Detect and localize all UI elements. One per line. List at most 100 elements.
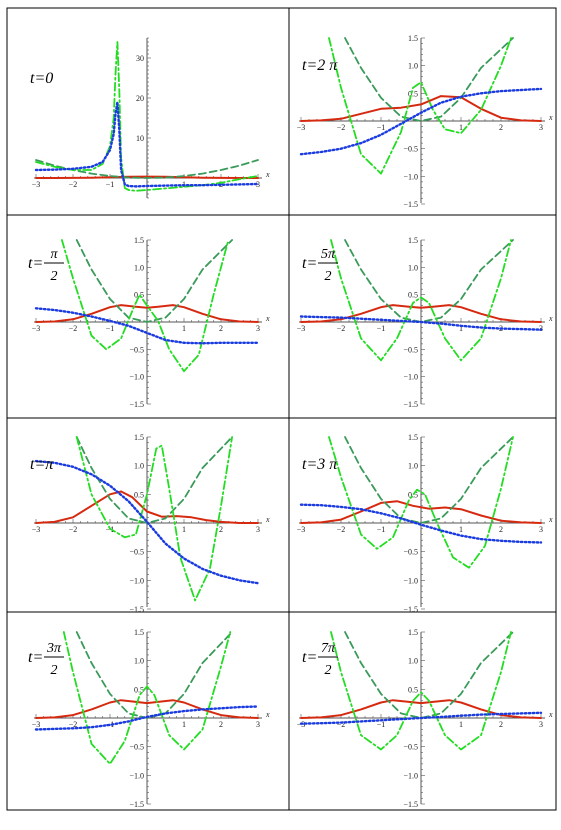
- x-tick-label: −1: [106, 324, 115, 333]
- series-line: [344, 239, 514, 323]
- table-border: [6, 7, 557, 811]
- y-tick-label: −1.5: [403, 400, 418, 409]
- x-tick-label: −3: [297, 123, 306, 132]
- x-tick-label: 1: [182, 324, 186, 333]
- x-axis-label: x: [265, 170, 270, 179]
- y-tick-label: −1.0: [403, 771, 418, 780]
- y-tick-label: 1.5: [408, 236, 418, 245]
- series-line: [75, 239, 234, 323]
- x-tick-label: 2: [219, 324, 223, 333]
- y-tick-label: 0.5: [408, 490, 418, 499]
- y-tick-label: 1.5: [408, 628, 418, 637]
- x-tick-label: −3: [32, 720, 41, 729]
- panel: −3 −2 −1 1 2 3x−1.5−1.0−0.50.51.01.5t=π: [30, 433, 270, 614]
- series-line: [344, 436, 514, 524]
- y-tick-label: 1.5: [134, 236, 144, 245]
- y-tick-label: −0.5: [403, 743, 418, 752]
- time-label: t=0: [30, 70, 53, 87]
- curves: [299, 239, 543, 362]
- y-tick-label: −1.0: [129, 373, 144, 382]
- series-line: [35, 699, 259, 719]
- panel: −3 −2 −1 1 2 3x −1.5 −1.0 −0.5 0.5 1.0 1.5 t= π 2: [28, 236, 270, 409]
- curves: [34, 41, 260, 192]
- y-tick-label: 0.5: [134, 490, 144, 499]
- y-tick-label: −1.0: [129, 771, 144, 780]
- x-tick-label: −3: [32, 180, 41, 189]
- series-line: [300, 95, 542, 122]
- y-tick-label: 1.0: [134, 263, 144, 272]
- series-line: [299, 315, 543, 331]
- y-tick-label: 1.5: [134, 628, 144, 637]
- x-tick-label: −2: [337, 525, 346, 534]
- x-axis-label: x: [265, 710, 270, 719]
- x-tick-label: −3: [32, 324, 41, 333]
- y-tick-label: 0.5: [408, 291, 418, 300]
- x-tick-label: 2: [499, 123, 503, 132]
- fraction-numerator: 7π: [321, 641, 336, 656]
- y-tick-label: 0.5: [408, 89, 418, 98]
- y-tick-label: 1.0: [134, 657, 144, 666]
- x-tick-label: −2: [69, 525, 78, 534]
- x-tick-label: −1: [106, 180, 115, 189]
- y-tick-label: 1.0: [408, 657, 418, 666]
- time-label: t=: [28, 255, 43, 272]
- x-tick-label: 1: [459, 525, 463, 534]
- x-tick-label: −3: [297, 324, 306, 333]
- panel: −3 −2 −1 1 2 3x−1.5−1.0−0.50.51.01.5t=3π2: [28, 628, 270, 809]
- fraction-numerator: π: [50, 247, 58, 262]
- panel: −3 −2 −1 1 2 3x −1.5 −1.0 −0.5 0.5 1.0 1.5 t=3 π: [297, 433, 553, 614]
- x-axis-label: x: [265, 515, 270, 524]
- fraction-numerator: 5π: [321, 247, 336, 262]
- series-line: [35, 490, 259, 524]
- x-tick-label: 3: [256, 525, 260, 534]
- y-tick-label: −1.5: [129, 800, 144, 809]
- series-line: [35, 175, 259, 179]
- x-axis-label: x: [548, 515, 553, 524]
- y-tick-label: 0.5: [408, 685, 418, 694]
- x-tick-label: 1: [459, 123, 463, 132]
- curves: [299, 631, 543, 751]
- x-tick-label: −1: [377, 324, 386, 333]
- y-tick-label: 1.5: [134, 433, 144, 442]
- y-tick-label: −1.0: [403, 373, 418, 382]
- y-tick-label: −1.5: [403, 200, 418, 209]
- y-tick-label: −0.5: [129, 345, 144, 354]
- curves: [34, 436, 260, 602]
- y-tick-label: 20: [136, 94, 144, 103]
- series-line: [299, 503, 543, 544]
- time-label: t=: [302, 255, 317, 272]
- series-line: [330, 631, 512, 751]
- y-tick-label: −1.5: [129, 400, 144, 409]
- x-tick-label: 1: [459, 720, 463, 729]
- x-tick-label: 1: [182, 525, 186, 534]
- y-tick-label: 30: [136, 54, 144, 63]
- y-tick-label: 1.0: [134, 462, 144, 471]
- x-tick-label: −2: [69, 720, 78, 729]
- fraction-denominator: 2: [51, 269, 58, 284]
- series-line: [299, 87, 543, 156]
- series-line: [328, 436, 514, 569]
- curves: [34, 239, 260, 373]
- y-tick-label: −1.0: [129, 576, 144, 585]
- series-line: [328, 37, 512, 175]
- x-tick-label: −1: [377, 720, 386, 729]
- series-line: [75, 436, 234, 602]
- x-tick-label: 3: [256, 720, 260, 729]
- y-tick-label: −0.5: [129, 743, 144, 752]
- y-tick-label: −1.5: [403, 800, 418, 809]
- series-line: [300, 500, 542, 524]
- time-label: t=2 π: [302, 57, 338, 74]
- x-tick-label: −3: [32, 525, 41, 534]
- x-tick-label: −2: [69, 180, 78, 189]
- panel: −3 −2 −1 1 2 3x−1.5−1.0−0.50.51.01.5t=7π2: [297, 628, 553, 809]
- y-tick-label: −1.0: [403, 172, 418, 181]
- fraction-denominator: 2: [51, 663, 58, 678]
- y-tick-label: 1.0: [408, 263, 418, 272]
- y-tick-label: −1.0: [403, 576, 418, 585]
- series-line: [62, 631, 232, 765]
- x-axis-label: x: [548, 314, 553, 323]
- y-tick-label: 10: [136, 134, 144, 143]
- x-tick-label: −1: [377, 123, 386, 132]
